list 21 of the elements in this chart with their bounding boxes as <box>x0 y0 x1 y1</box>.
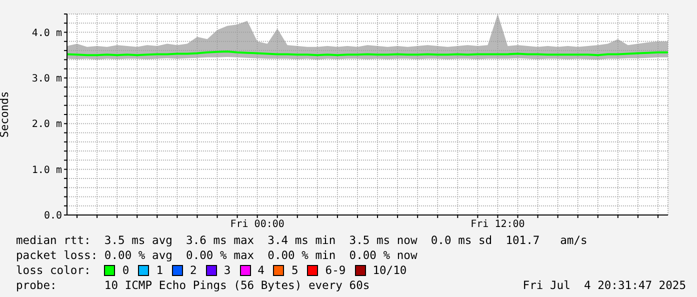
legend-title: loss color: <box>16 263 92 278</box>
text: median rtt: 3.5 ms avg 3.6 ms max 3.4 ms min 3.5 ms now 0.0 ms sd 101.7 am/s <box>16 233 588 248</box>
legend-label: 10/10 <box>372 263 407 278</box>
text: Fri Jul 4 20:31:47 2025 <box>522 278 686 293</box>
legend-label: 6-9 <box>325 263 346 278</box>
text: probe: 10 ICMP Echo Pings (56 Bytes) every 60s <box>16 278 370 293</box>
legend-label: 3 <box>224 263 231 278</box>
y-tick-label: 1.0 m <box>32 164 62 176</box>
y-tick-label: 2.0 m <box>32 119 62 130</box>
legend-label: 4 <box>258 263 264 278</box>
legend-label: 5 <box>291 263 298 278</box>
y-tick-label: 3.0 m <box>32 74 62 85</box>
y-tick-label: 4.0 m <box>32 28 62 39</box>
y-axis-title: Seconds <box>0 91 11 138</box>
legend-label: 2 <box>190 263 197 278</box>
x-tick-label: Fri 12:00 <box>470 219 525 230</box>
legend-label: 1 <box>156 263 164 278</box>
legend-label: 0 <box>122 263 130 278</box>
x-tick-label: Fri 00:00 <box>230 219 284 230</box>
y-tick-label: 0.0 <box>44 210 62 222</box>
text: packet loss: 0.00 % avg 0.00 % max 0.00 % min 0.00 % now <box>16 248 418 263</box>
